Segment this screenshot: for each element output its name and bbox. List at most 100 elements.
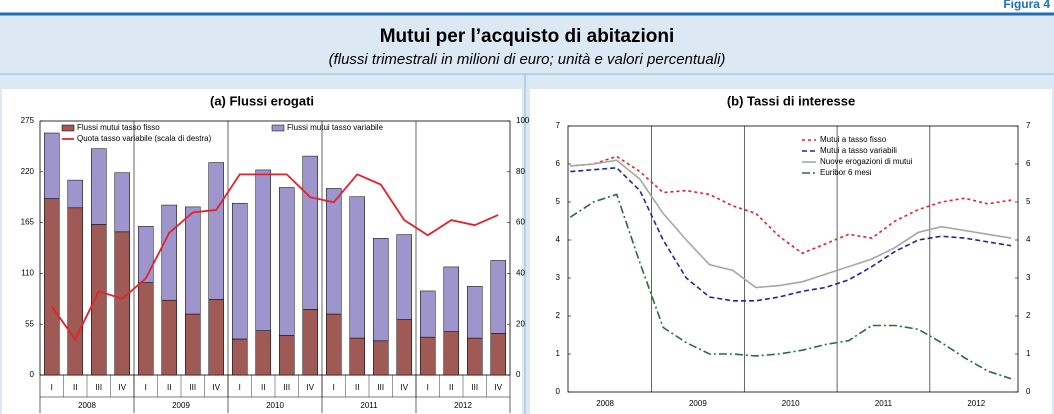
y-tick-label: 1 bbox=[556, 349, 561, 358]
bar bbox=[326, 188, 342, 315]
figure-subtitle: (flussi trimestrali in milioni di euro; … bbox=[329, 51, 726, 68]
x-tick-label: 2010 bbox=[782, 399, 800, 408]
x-tick-label: III bbox=[377, 383, 384, 392]
y2-tick-label: 3 bbox=[1026, 273, 1031, 282]
bar bbox=[373, 238, 389, 342]
x-tick-label: I bbox=[145, 383, 147, 392]
legend-label: Quota tasso variabile (scala di destra) bbox=[77, 134, 212, 143]
bar bbox=[349, 196, 365, 339]
bar bbox=[232, 338, 248, 376]
y-tick-label: 7 bbox=[556, 121, 561, 130]
line bbox=[570, 155, 1012, 255]
bar bbox=[185, 313, 201, 376]
bar bbox=[91, 148, 107, 225]
bar bbox=[255, 169, 271, 331]
bar bbox=[396, 234, 412, 320]
bar bbox=[467, 337, 483, 376]
x-tick-label: IV bbox=[212, 383, 220, 392]
bar bbox=[208, 299, 224, 376]
year-label: 2011 bbox=[360, 401, 378, 410]
bar bbox=[420, 290, 436, 338]
line bbox=[569, 193, 1012, 380]
bar bbox=[443, 331, 459, 376]
x-tick-label: III bbox=[471, 383, 478, 392]
chart-panel bbox=[530, 89, 1052, 414]
bar bbox=[467, 286, 483, 339]
bar bbox=[161, 204, 177, 301]
bar bbox=[420, 336, 436, 376]
x-tick-label: IV bbox=[118, 383, 126, 392]
year-label: 2009 bbox=[172, 401, 190, 410]
bar bbox=[490, 260, 506, 334]
bar bbox=[67, 179, 83, 209]
y2-tick-label: 20 bbox=[516, 319, 525, 328]
bar bbox=[44, 132, 60, 199]
line bbox=[51, 173, 499, 342]
y2-tick-label: 1 bbox=[1026, 349, 1031, 358]
bar bbox=[44, 198, 60, 376]
y-tick-label: 6 bbox=[556, 159, 561, 168]
bar bbox=[396, 319, 412, 376]
y-tick-label: 4 bbox=[556, 235, 561, 244]
x-tick-label: 2008 bbox=[596, 399, 614, 408]
x-tick-label: II bbox=[167, 383, 171, 392]
x-tick-label: II bbox=[449, 383, 453, 392]
y-tick-label: 110 bbox=[21, 269, 34, 278]
y-tick-label: 55 bbox=[25, 319, 34, 328]
bar bbox=[114, 231, 130, 376]
bar bbox=[279, 187, 295, 336]
bar bbox=[91, 224, 107, 376]
y2-tick-label: 40 bbox=[516, 269, 525, 278]
x-tick-label: 2012 bbox=[967, 399, 985, 408]
y2-tick-label: 0 bbox=[516, 370, 521, 379]
bar bbox=[326, 313, 342, 376]
y2-tick-label: 6 bbox=[1026, 159, 1031, 168]
y2-tick-label: 80 bbox=[516, 167, 525, 176]
x-tick-label: II bbox=[73, 383, 77, 392]
bar bbox=[161, 299, 177, 376]
y2-tick-label: 60 bbox=[516, 218, 525, 227]
figure-title: Mutui per l’acquisto di abitazioni bbox=[380, 26, 675, 47]
bar bbox=[208, 162, 224, 300]
x-tick-label: I bbox=[333, 383, 335, 392]
line bbox=[570, 166, 1012, 302]
legend-label: Mutui a tasso variabili bbox=[820, 146, 897, 155]
y2-tick-label: 2 bbox=[1026, 311, 1031, 320]
x-tick-label: III bbox=[283, 383, 290, 392]
bar bbox=[349, 337, 365, 376]
y2-tick-label: 4 bbox=[1026, 235, 1031, 244]
x-tick-label: IV bbox=[494, 383, 502, 392]
x-tick-label: I bbox=[51, 383, 53, 392]
line bbox=[570, 159, 1012, 289]
y2-tick-label: 7 bbox=[1026, 121, 1031, 130]
y2-tick-label: 5 bbox=[1026, 197, 1031, 206]
legend-swatch bbox=[271, 124, 285, 132]
bar bbox=[138, 226, 154, 283]
plot-frame bbox=[567, 125, 1019, 393]
y-tick-label: 0 bbox=[30, 370, 35, 379]
y-tick-label: 5 bbox=[556, 197, 561, 206]
bar bbox=[279, 335, 295, 376]
bar bbox=[302, 309, 318, 376]
bar bbox=[114, 172, 130, 233]
legend-label: Mutui a tasso fisso bbox=[820, 135, 887, 144]
bar bbox=[302, 155, 318, 310]
y-tick-label: 275 bbox=[21, 116, 35, 125]
x-tick-label: I bbox=[239, 383, 241, 392]
x-tick-label: 2009 bbox=[689, 399, 707, 408]
y-tick-label: 220 bbox=[21, 167, 35, 176]
x-tick-label: III bbox=[95, 383, 102, 392]
bar bbox=[138, 282, 154, 376]
legend-label: Nuove erogazioni di mutui bbox=[820, 157, 913, 166]
x-tick-label: II bbox=[355, 383, 359, 392]
bar bbox=[232, 202, 248, 340]
year-label: 2010 bbox=[266, 401, 284, 410]
bar bbox=[255, 330, 271, 376]
bar bbox=[490, 333, 506, 376]
x-tick-label: III bbox=[189, 383, 196, 392]
y-tick-label: 2 bbox=[556, 311, 561, 320]
chart-title: (b) Tassi di interesse bbox=[727, 93, 855, 108]
bar bbox=[373, 340, 389, 376]
figure-label: Figura 4 bbox=[1003, 0, 1050, 11]
